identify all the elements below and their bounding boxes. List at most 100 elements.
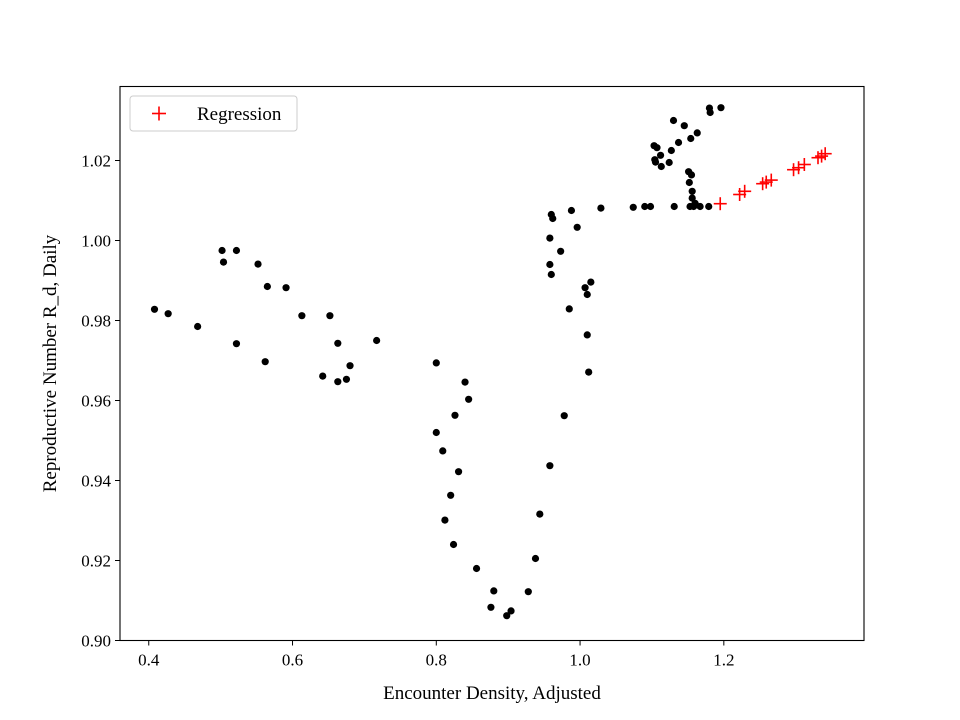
data-point xyxy=(164,310,172,318)
data-point xyxy=(557,247,565,255)
data-marks xyxy=(150,104,832,620)
y-tick-label: 0.90 xyxy=(81,632,111,651)
regression-point xyxy=(713,197,727,211)
data-point xyxy=(687,171,696,179)
data-point xyxy=(334,339,342,347)
data-point xyxy=(449,540,458,549)
data-point xyxy=(685,178,693,187)
data-point xyxy=(254,260,262,268)
data-point xyxy=(263,282,271,291)
data-point xyxy=(524,588,532,596)
regression-point xyxy=(792,161,806,175)
data-point xyxy=(656,151,665,159)
data-point xyxy=(232,246,241,255)
y-tick-label: 1.02 xyxy=(81,152,111,171)
data-point xyxy=(547,270,555,279)
data-point xyxy=(651,158,660,166)
data-point xyxy=(705,202,713,211)
y-tick-label: 1.00 xyxy=(81,232,111,251)
data-point xyxy=(447,491,455,499)
data-point xyxy=(150,305,159,313)
data-point xyxy=(565,305,573,313)
legend-plus-marker xyxy=(152,106,166,121)
data-point xyxy=(261,358,269,366)
data-point xyxy=(503,612,511,620)
y-tick-label: 0.92 xyxy=(81,552,111,571)
data-point xyxy=(587,278,595,286)
x-axis-label: Encounter Density, Adjusted xyxy=(383,683,601,704)
data-point xyxy=(688,187,696,195)
data-point xyxy=(585,368,593,376)
x-tick-label: 1.2 xyxy=(713,651,734,670)
y-tick-label: 0.94 xyxy=(81,472,111,491)
data-point xyxy=(342,375,351,383)
data-point xyxy=(583,290,591,299)
data-point xyxy=(218,246,226,255)
data-point xyxy=(706,108,714,117)
regression-point xyxy=(738,184,752,198)
legend: Regression xyxy=(129,95,298,132)
data-point xyxy=(583,331,591,339)
data-point xyxy=(687,134,695,143)
data-point xyxy=(653,144,661,152)
data-point xyxy=(546,462,554,470)
x-tick-label: 1.0 xyxy=(569,651,590,670)
data-point xyxy=(439,447,447,455)
data-point xyxy=(717,104,725,112)
data-point xyxy=(282,284,290,292)
data-point xyxy=(549,214,557,223)
data-point xyxy=(646,202,655,211)
data-point xyxy=(461,378,469,386)
data-point xyxy=(454,468,463,476)
x-tick-label: 0.4 xyxy=(138,651,160,670)
data-point xyxy=(546,234,554,242)
data-point xyxy=(326,312,334,320)
data-point xyxy=(432,359,440,367)
data-point xyxy=(674,138,683,147)
data-point xyxy=(573,223,581,231)
data-point xyxy=(346,362,354,370)
data-point xyxy=(531,554,540,563)
data-point xyxy=(560,412,568,420)
axis-ticks: 0.4 0.6 0.8 1.0 1.2 0.90 0.92 0.94 0.96 0.98 1.00 1… xyxy=(81,152,734,670)
data-point xyxy=(680,122,688,130)
data-point xyxy=(507,607,515,615)
data-point xyxy=(487,603,495,611)
data-point xyxy=(298,312,306,320)
y-tick-label: 0.96 xyxy=(81,392,111,411)
plot-frame xyxy=(119,85,865,642)
data-point xyxy=(669,116,678,125)
data-point xyxy=(665,158,673,167)
legend-box xyxy=(129,95,298,132)
data-point xyxy=(232,340,241,348)
data-point xyxy=(629,203,637,211)
data-point xyxy=(373,336,381,345)
legend-label-regression: Regression xyxy=(197,104,282,125)
data-point xyxy=(597,204,605,212)
data-point xyxy=(465,395,473,403)
data-point xyxy=(319,372,327,380)
data-point xyxy=(432,428,440,437)
data-point xyxy=(670,202,678,211)
y-axis-label: Reproductive Number R_d, Daily xyxy=(40,234,61,492)
x-tick-label: 0.8 xyxy=(426,651,447,670)
data-point xyxy=(581,284,589,292)
data-point xyxy=(696,202,704,211)
data-point xyxy=(567,206,576,215)
data-point xyxy=(451,411,459,419)
data-point xyxy=(490,587,498,595)
data-point xyxy=(472,564,481,573)
y-tick-label: 0.98 xyxy=(81,312,111,331)
data-point xyxy=(219,258,228,266)
data-point xyxy=(657,162,665,171)
x-tick-label: 0.6 xyxy=(282,651,303,670)
data-point xyxy=(641,202,649,211)
data-point xyxy=(546,260,554,269)
data-point xyxy=(693,129,701,137)
regression-point xyxy=(818,147,832,161)
regression-point xyxy=(797,158,811,171)
data-point xyxy=(441,516,449,524)
data-point xyxy=(667,146,675,155)
data-point xyxy=(194,322,202,331)
